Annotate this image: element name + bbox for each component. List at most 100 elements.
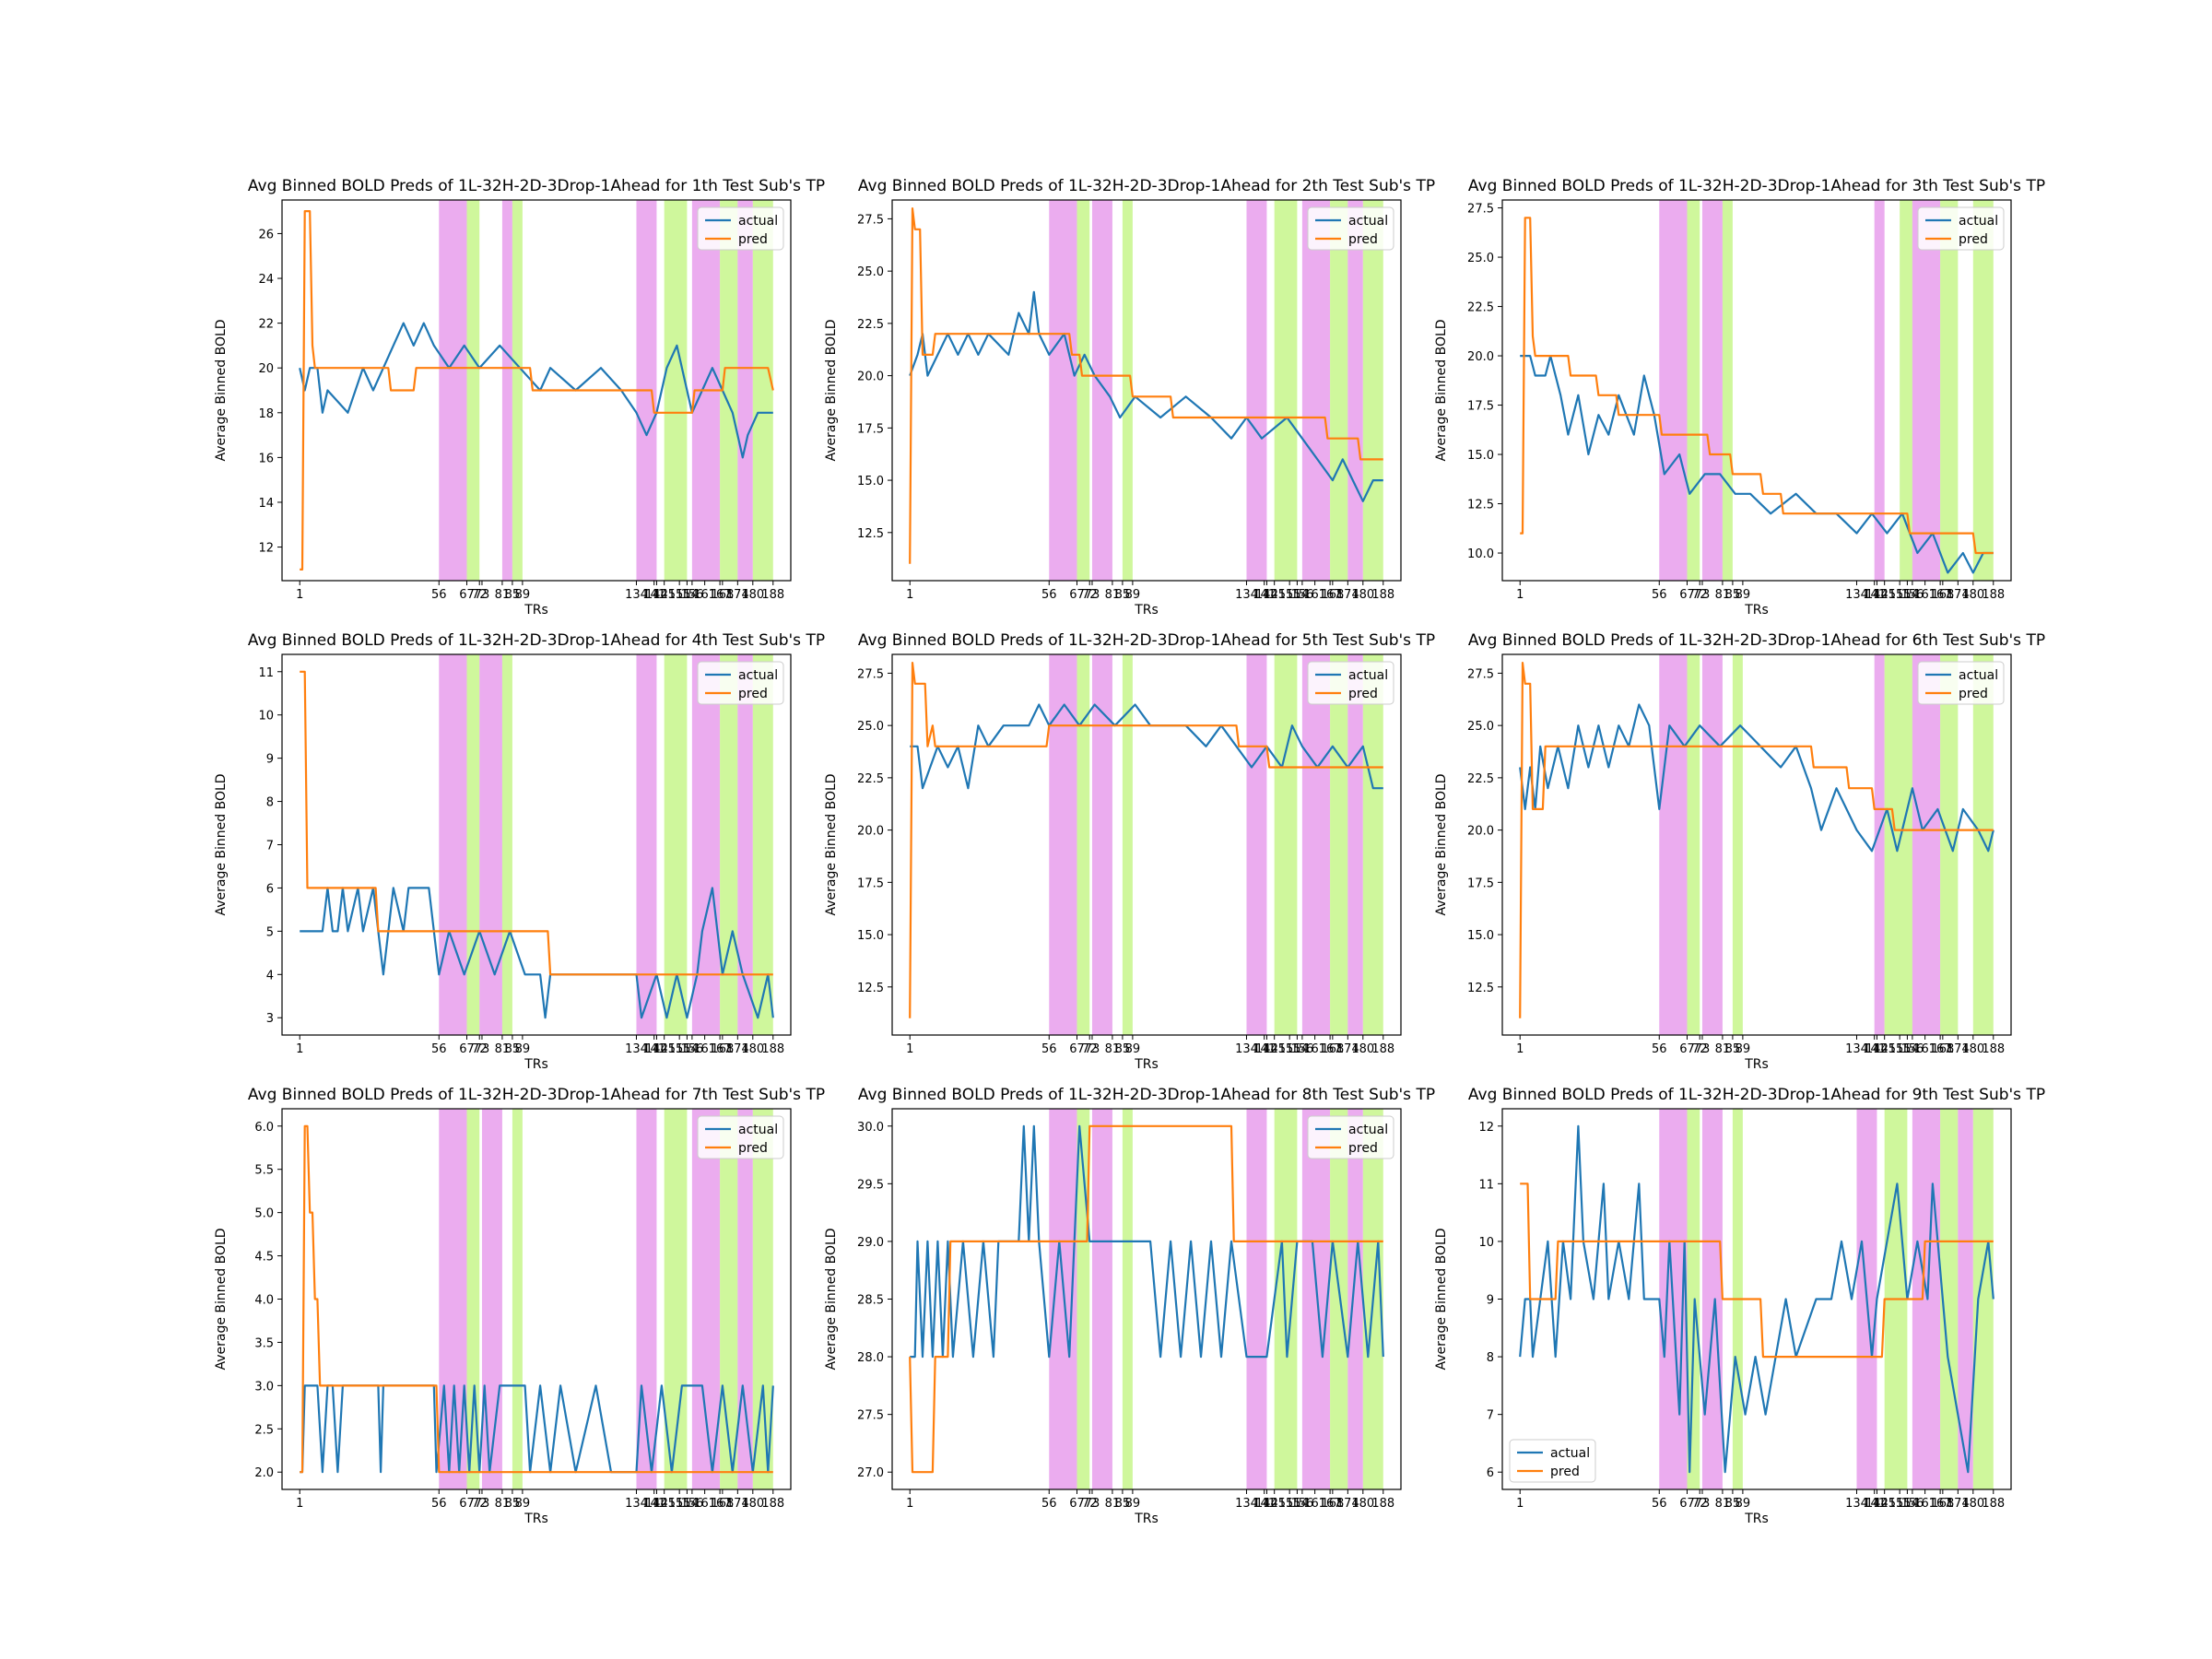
x-tick-label: 81 <box>495 588 511 602</box>
x-tick-label: 1 <box>1516 1042 1524 1056</box>
x-tick-label: 151 <box>1278 588 1301 602</box>
x-tick-label: 168 <box>1321 1042 1344 1056</box>
x-axis-label: TRs <box>524 603 548 618</box>
band-magenta <box>691 1109 721 1489</box>
series-line-pred <box>909 207 1383 564</box>
x-tick-label: 89 <box>1735 588 1751 602</box>
x-tick-label: 174 <box>1947 588 1970 602</box>
chart-panel-2: Avg Binned BOLD Preds of 1L-32H-2D-3Drop… <box>824 177 1435 618</box>
series-line-actual <box>300 887 774 1019</box>
y-tick-label: 14 <box>258 497 274 511</box>
y-tick-label: 11 <box>1478 1178 1494 1192</box>
y-tick-label: 30.0 <box>857 1121 884 1135</box>
y-tick-label: 4.0 <box>254 1294 274 1308</box>
x-tick-label: 73 <box>1085 1497 1100 1511</box>
legend-label-actual: actual <box>738 214 778 229</box>
band-magenta <box>1912 200 1941 581</box>
y-tick-label: 27.5 <box>857 213 884 227</box>
band-green <box>1122 654 1133 1035</box>
y-axis-label: Average Binned BOLD <box>824 1228 839 1370</box>
series-line-pred <box>300 670 773 976</box>
series-line-pred <box>1519 661 1994 1018</box>
x-tick-label: 89 <box>515 1042 531 1056</box>
x-tick-label: 73 <box>1695 1497 1711 1511</box>
band-magenta <box>1246 654 1267 1035</box>
band-green <box>501 654 512 1035</box>
y-tick-label: 28.5 <box>857 1294 884 1308</box>
x-tick-label: 134 <box>625 588 648 602</box>
band-green <box>664 654 688 1035</box>
legend-label-pred: pred <box>738 687 768 701</box>
x-tick-label: 72 <box>1082 1497 1098 1511</box>
legend-label-pred: pred <box>738 1141 768 1156</box>
x-tick-label: 161 <box>1913 1497 1936 1511</box>
legend-label-pred: pred <box>1348 1141 1378 1156</box>
x-tick-label: 180 <box>1961 1042 1984 1056</box>
x-tick-label: 89 <box>1125 1497 1141 1511</box>
highlight-bands <box>1049 1109 1383 1489</box>
y-tick-label: 4 <box>266 969 274 982</box>
y-tick-label: 10 <box>258 710 274 724</box>
x-tick-label: 67 <box>459 1497 475 1511</box>
y-tick-label: 15.0 <box>857 929 884 943</box>
x-tick-label: 142 <box>1255 588 1278 602</box>
highlight-bands <box>1659 200 1994 581</box>
band-green <box>1687 200 1700 581</box>
x-tick-label: 141 <box>642 1497 665 1511</box>
band-green <box>1362 200 1383 581</box>
series-line-pred <box>1520 217 1994 555</box>
band-magenta <box>737 200 753 581</box>
x-tick-label: 67 <box>1069 1497 1085 1511</box>
y-tick-label: 12 <box>1478 1121 1494 1135</box>
x-tick-label: 56 <box>431 588 447 602</box>
x-tick-label: 154 <box>676 1497 699 1511</box>
y-tick-label: 27.5 <box>1467 667 1494 681</box>
y-tick-label: 20 <box>258 362 274 376</box>
band-green <box>720 200 738 581</box>
band-magenta <box>737 654 753 1035</box>
x-tick-label: 56 <box>431 1042 447 1056</box>
x-tick-label: 180 <box>741 1497 764 1511</box>
x-tick-label: 85 <box>505 588 521 602</box>
x-tick-label: 142 <box>1255 1042 1278 1056</box>
x-axis-label: TRs <box>1744 603 1769 618</box>
band-magenta <box>1347 1109 1363 1489</box>
y-axis: 12.5 15.0 17.5 20.0 22.5 25.0 27.5 <box>857 213 892 541</box>
legend: actual pred <box>1917 206 2005 251</box>
x-tick-label: 142 <box>1865 1497 1888 1511</box>
x-tick-label: 188 <box>761 1042 784 1056</box>
band-magenta <box>1874 200 1885 581</box>
y-tick-label: 12.5 <box>857 982 884 995</box>
chart-title: Avg Binned BOLD Preds of 1L-32H-2D-3Drop… <box>1468 177 2045 195</box>
y-tick-label: 22.5 <box>857 318 884 332</box>
chart-title: Avg Binned BOLD Preds of 1L-32H-2D-3Drop… <box>1468 1086 2045 1104</box>
series-line-actual <box>909 290 1383 502</box>
band-magenta <box>1091 200 1112 581</box>
x-tick-label: 134 <box>625 1497 648 1511</box>
y-tick-label: 17.5 <box>1467 877 1494 890</box>
y-tick-label: 22.5 <box>857 772 884 786</box>
y-tick-label: 4.5 <box>254 1251 274 1265</box>
y-tick-label: 3 <box>266 1012 274 1026</box>
x-tick-label: 154 <box>676 588 699 602</box>
x-tick-label: 161 <box>1913 588 1936 602</box>
y-axis: 10.0 12.5 15.0 17.5 20.0 22.5 25.0 27.5 <box>1467 203 1502 561</box>
x-tick-label: 180 <box>741 1042 764 1056</box>
x-tick-label: 188 <box>761 1497 784 1511</box>
highlight-bands <box>439 1109 773 1489</box>
x-tick-label: 142 <box>1865 588 1888 602</box>
x-tick-label: 141 <box>1253 1042 1276 1056</box>
band-magenta <box>1246 200 1267 581</box>
x-tick-label: 81 <box>1715 1497 1731 1511</box>
y-axis: 12 14 16 18 20 22 24 26 <box>258 228 282 556</box>
legend: actual pred <box>1307 1115 1394 1159</box>
y-tick-label: 10.0 <box>1467 547 1494 561</box>
x-tick-label: 145 <box>1263 1497 1286 1511</box>
x-tick-label: 1 <box>906 1042 913 1056</box>
x-tick-label: 56 <box>1652 1497 1667 1511</box>
x-tick-label: 174 <box>726 1042 749 1056</box>
